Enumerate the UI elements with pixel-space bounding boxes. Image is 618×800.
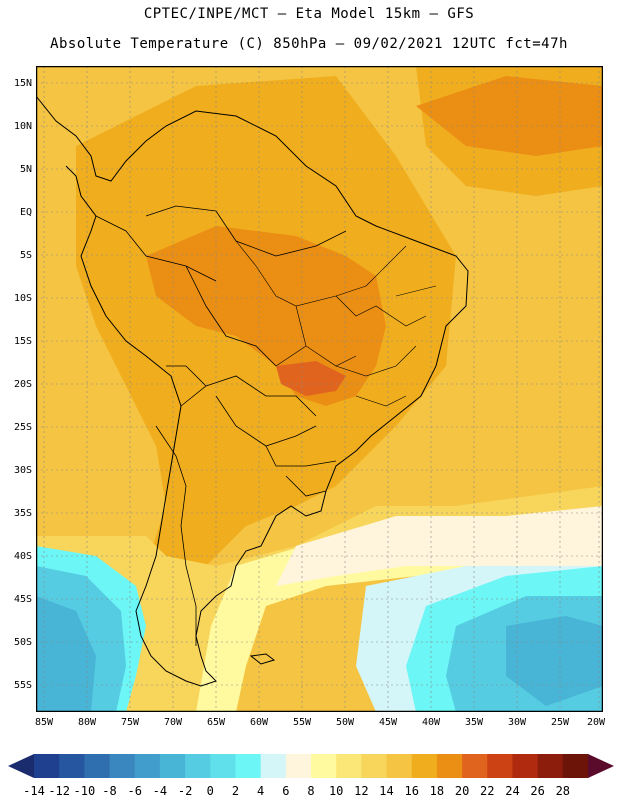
lon-label: 60W — [249, 717, 269, 728]
lon-label: 35W — [464, 717, 484, 728]
colorbar-label: 4 — [257, 784, 265, 798]
colorbar-label: -4 — [152, 784, 168, 798]
lat-label: 5S — [19, 250, 32, 261]
lat-label: 25S — [13, 422, 32, 433]
lon-label: 70W — [163, 717, 183, 728]
colorbar-swatch — [562, 754, 589, 778]
colorbar-swatch — [487, 754, 513, 778]
brazil-state-lines — [235, 240, 437, 407]
colorbar-label: 8 — [307, 784, 315, 798]
falkland-islands — [249, 653, 276, 665]
lon-label: 25W — [550, 717, 570, 728]
colorbar-swatch — [34, 754, 60, 778]
colorbar-swatch — [235, 754, 262, 778]
colorbar-label: -6 — [127, 784, 142, 798]
lat-label: 40S — [13, 551, 32, 562]
colorbar-swatch — [537, 754, 564, 778]
colorbar-low-arrow — [8, 754, 34, 778]
lat-label: 10N — [13, 121, 32, 132]
colorbar-label: 16 — [404, 784, 419, 798]
colorbar-label: 20 — [454, 784, 470, 798]
lat-label: 30S — [13, 465, 32, 476]
lat-label: EQ — [19, 207, 32, 218]
colorbar-label: -12 — [48, 784, 71, 798]
lat-label: 15N — [13, 78, 32, 89]
lon-label: 55W — [292, 717, 312, 728]
lon-label: 65W — [206, 717, 226, 728]
lon-label: 40W — [421, 717, 441, 728]
colorbar-label: -2 — [177, 784, 193, 798]
colorbar-swatch — [134, 754, 161, 778]
lon-label: 20W — [586, 717, 606, 728]
lat-label: 55S — [13, 680, 32, 691]
colorbar-swatch — [411, 754, 438, 778]
lon-label: 75W — [120, 717, 140, 728]
colorbar-label: 24 — [505, 784, 520, 798]
colorbar-label: 14 — [379, 784, 394, 798]
colorbar-label: 18 — [429, 784, 445, 798]
lon-label: 85W — [34, 717, 54, 728]
lon-label: 45W — [378, 717, 398, 728]
lat-label: 20S — [13, 379, 32, 390]
colorbar-label: 0 — [206, 784, 214, 798]
colorbar-swatch — [260, 754, 287, 778]
colorbar-swatch — [210, 754, 236, 778]
colorbar-swatch — [311, 754, 337, 778]
colorbar-swatch — [336, 754, 362, 778]
colorbar-swatch — [109, 754, 136, 778]
colorbar-swatch — [185, 754, 211, 778]
map-subtitle: Absolute Temperature (C) 850hPa – 09/02/… — [50, 36, 568, 52]
colorbar-swatch — [512, 754, 539, 778]
lat-label: 15S — [13, 336, 32, 347]
colorbar-label: 26 — [530, 784, 545, 798]
lon-label: 30W — [507, 717, 527, 728]
field-hottest — [276, 361, 346, 396]
map-title: CPTEC/INPE/MCT – Eta Model 15km – GFS — [143, 6, 475, 22]
colorbar-swatch — [285, 754, 312, 778]
colorbar-label: 12 — [354, 784, 369, 798]
colorbar-swatch — [386, 754, 413, 778]
lat-label: 5N — [19, 164, 32, 175]
lat-label: 10S — [13, 293, 32, 304]
field-hot-core — [146, 226, 386, 406]
colorbar-label: 28 — [555, 784, 571, 798]
colorbar-swatch — [436, 754, 463, 778]
map-frame — [36, 66, 603, 712]
colorbar — [8, 754, 614, 778]
colorbar-swatch — [462, 754, 488, 778]
colorbar-label: 2 — [231, 784, 240, 798]
colorbar-label: 10 — [328, 784, 344, 798]
colorbar-swatch — [84, 754, 111, 778]
field-warm-continent — [76, 76, 456, 666]
colorbar-label: 6 — [282, 784, 290, 798]
colorbar-label: -10 — [73, 784, 96, 798]
lon-label: 80W — [77, 717, 97, 728]
colorbar-high-arrow — [588, 754, 614, 778]
colorbar-label: -14 — [23, 784, 45, 798]
field-hot-northeast — [416, 76, 603, 156]
lat-label: 50S — [13, 637, 32, 648]
field-colder-atlantic — [506, 616, 603, 706]
lon-label: 50W — [335, 717, 355, 728]
colorbar-label: 22 — [480, 784, 495, 798]
colorbar-label: -8 — [102, 784, 117, 798]
temperature-map — [36, 66, 603, 712]
lat-label: 35S — [13, 508, 32, 519]
colorbar-swatch — [361, 754, 388, 778]
field-colder-pacific — [36, 596, 96, 712]
lat-label: 45S — [13, 594, 32, 605]
colorbar-swatch — [159, 754, 186, 778]
colorbar-swatch — [59, 754, 85, 778]
